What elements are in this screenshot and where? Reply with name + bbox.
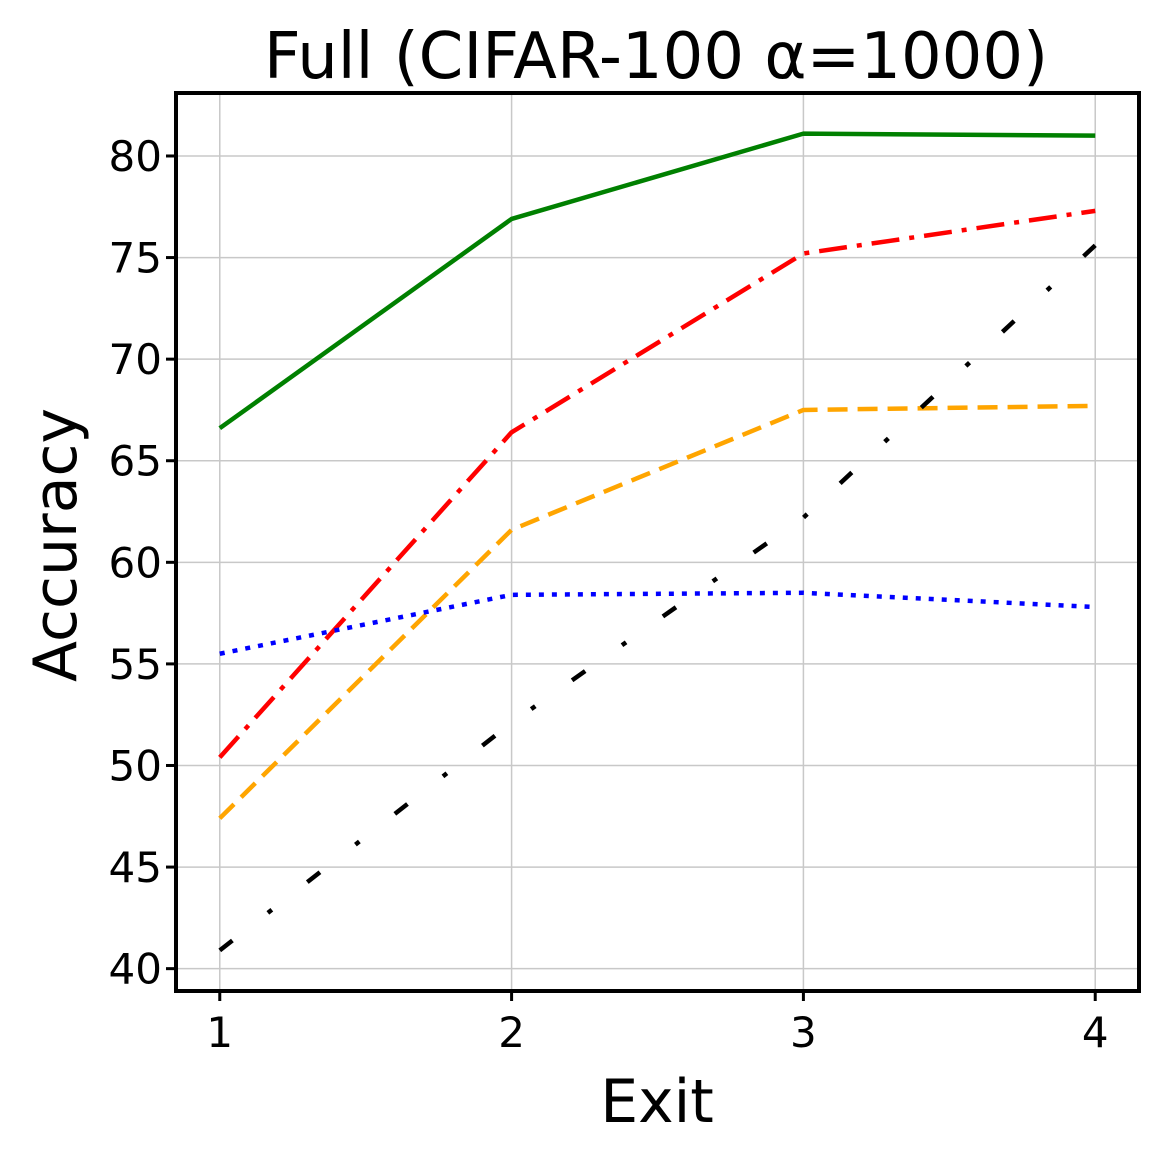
y-tick-label: 75 bbox=[109, 234, 162, 283]
series-line-4 bbox=[219, 590, 1096, 656]
series-line-1 bbox=[218, 131, 1096, 431]
y-tick-label: 45 bbox=[109, 843, 162, 892]
y-tick-label: 55 bbox=[109, 640, 162, 689]
y-tick-label: 80 bbox=[109, 132, 162, 181]
x-tick-label: 1 bbox=[206, 1008, 233, 1057]
y-axis: 40 45 50 55 60 65 70 75 80 bbox=[109, 132, 176, 994]
plot-frame bbox=[174, 91, 1141, 993]
y-tick-label: 50 bbox=[109, 741, 162, 790]
y-axis-label: Accuracy bbox=[21, 408, 91, 682]
chart-title: Full (CIFAR-100 α=1000) bbox=[264, 20, 1048, 94]
x-tick-label: 2 bbox=[498, 1008, 525, 1057]
x-tick-label: 3 bbox=[790, 1008, 817, 1057]
series-line-2 bbox=[218, 208, 1096, 759]
grid bbox=[176, 93, 1139, 991]
series-line-5 bbox=[218, 243, 1097, 953]
x-axis: 1 2 3 4 bbox=[206, 991, 1109, 1057]
y-tick-label: 70 bbox=[109, 335, 162, 384]
y-tick-label: 65 bbox=[109, 437, 162, 486]
y-tick-label: 60 bbox=[109, 538, 162, 587]
x-axis-label: Exit bbox=[600, 1067, 714, 1137]
y-tick-label: 40 bbox=[109, 945, 162, 994]
series-layer bbox=[218, 131, 1097, 953]
x-tick-label: 4 bbox=[1082, 1008, 1109, 1057]
series-line-3 bbox=[218, 403, 1096, 820]
